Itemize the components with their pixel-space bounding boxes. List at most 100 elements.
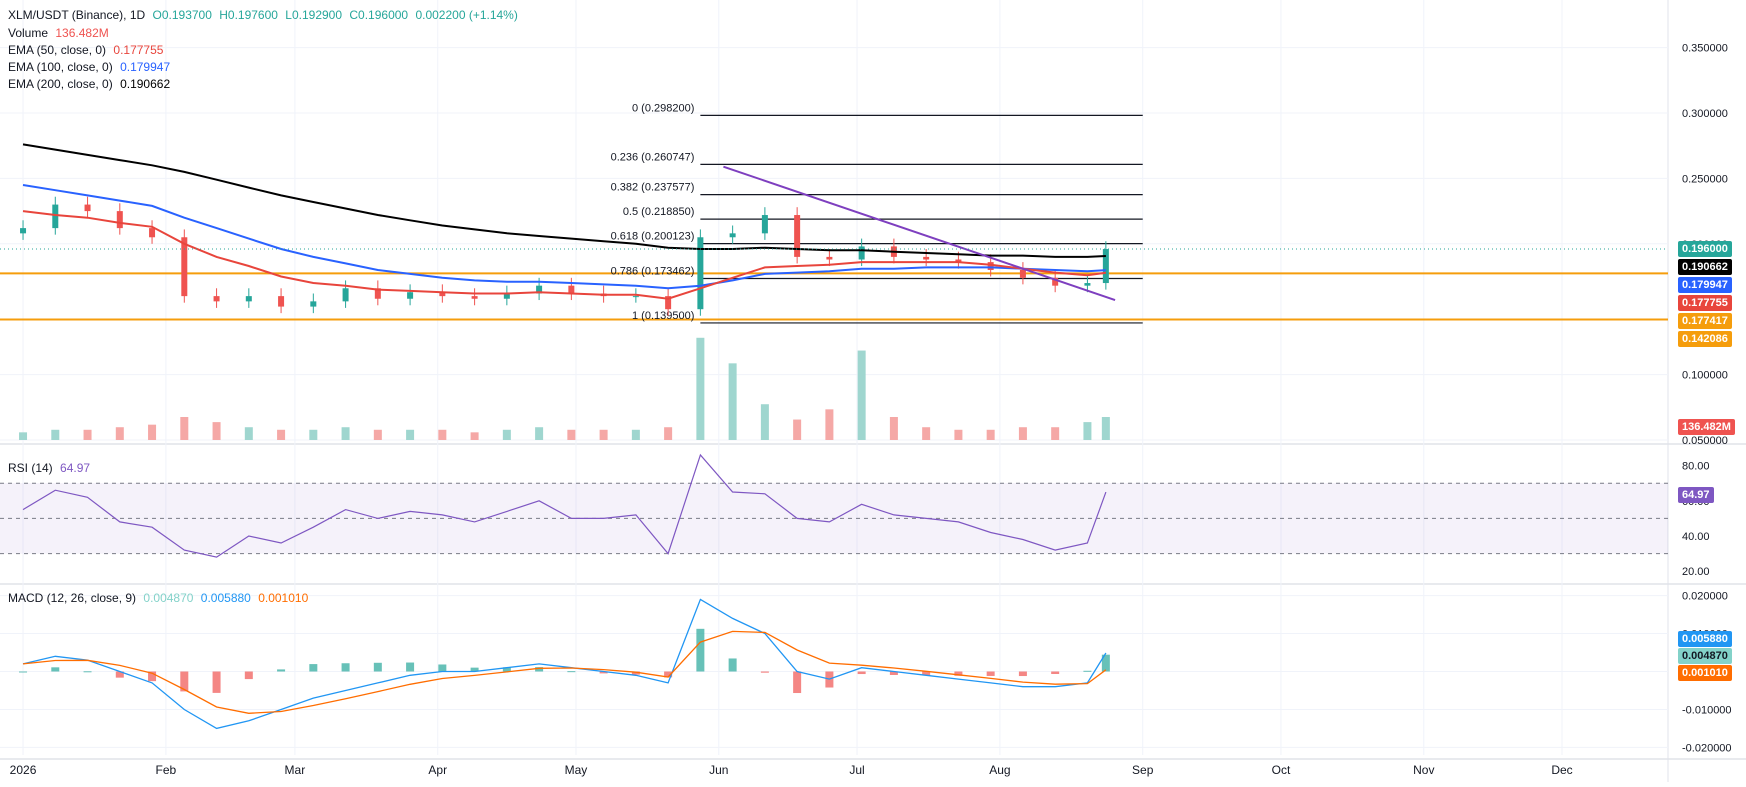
- level-low-tag: 0.142086: [1678, 331, 1732, 347]
- rsi-tick-label: 20.00: [1682, 566, 1710, 578]
- macd-histogram-bar: [212, 671, 221, 693]
- macd-histogram-bar: [535, 667, 544, 672]
- macd-legend[interactable]: MACD (12, 26, close, 9) 0.004870 0.00588…: [8, 590, 312, 606]
- rsi-legend[interactable]: RSI (14) 64.97: [8, 460, 94, 476]
- candle-body: [471, 296, 478, 299]
- ema100-legend[interactable]: EMA (100, close, 0) 0.179947: [8, 59, 174, 75]
- ema100-line: [22, 184, 1106, 290]
- macd-histogram-bar: [760, 671, 769, 673]
- macd-histogram-bar: [567, 671, 576, 673]
- macd-histogram-bar: [1051, 671, 1060, 674]
- open-value: O0.193700: [152, 8, 212, 22]
- macd-tick-label: -0.020000: [1682, 742, 1732, 754]
- price-tick-label: 0.250000: [1682, 173, 1728, 185]
- ema200-line: [22, 143, 1106, 258]
- ema200-tag: 0.190662: [1678, 259, 1732, 275]
- volume-bar: [664, 427, 673, 440]
- volume-bar: [244, 427, 253, 440]
- symbol-title[interactable]: XLM/USDT (Binance), 1D: [8, 8, 146, 22]
- hist-value: 0.001010: [258, 591, 309, 605]
- ema50-label: EMA (50, close, 0): [8, 43, 107, 57]
- symbol-legend: XLM/USDT (Binance), 1D O0.193700 H0.1976…: [8, 7, 522, 23]
- volume-bar: [728, 363, 737, 440]
- fib-level-label: 0.236 (0.260747): [611, 151, 695, 163]
- candle-body: [439, 292, 446, 297]
- volume-bar: [470, 432, 479, 440]
- candle-body: [665, 296, 672, 310]
- macd-value: 0.004870: [143, 591, 194, 605]
- candle-body: [116, 211, 123, 229]
- close-value: C0.196000: [349, 8, 409, 22]
- volume-bar: [1101, 417, 1110, 440]
- macd-histogram-bar: [51, 667, 60, 672]
- macd-tick-label: -0.010000: [1682, 704, 1732, 716]
- candle-body: [826, 256, 833, 260]
- month-label-9: Oct: [1272, 763, 1291, 777]
- ema100-tag: 0.179947: [1678, 277, 1732, 293]
- volume-bar: [857, 350, 866, 440]
- month-label-8: Sep: [1132, 763, 1154, 777]
- candle-body: [1052, 277, 1059, 286]
- ema100-value: 0.179947: [120, 60, 171, 74]
- candle-body: [374, 288, 381, 299]
- candle-body: [149, 228, 156, 238]
- macd-histogram-bar: [889, 671, 898, 675]
- high-value: H0.197600: [219, 8, 278, 22]
- macd-histogram-bar: [1018, 671, 1027, 677]
- macd-histogram-bar: [922, 671, 931, 676]
- volume-bar: [341, 427, 350, 440]
- macd-signal-line: [22, 630, 1107, 714]
- macd-histogram-bar: [373, 662, 382, 672]
- macd-histogram-bar: [728, 658, 737, 672]
- volume-bar: [115, 427, 124, 440]
- candle-body: [955, 259, 962, 263]
- macd-histogram-bar: [83, 671, 92, 673]
- rsi-tick-label: 40.00: [1682, 531, 1710, 543]
- candle-body: [568, 285, 575, 294]
- price-tick-label: 0.350000: [1682, 43, 1728, 55]
- ema50-tag: 0.177755: [1678, 295, 1732, 311]
- price-tick-label: 0.300000: [1682, 108, 1728, 120]
- rsi-value: 64.97: [60, 461, 91, 475]
- fib-level-label: 0.786 (0.173462): [611, 266, 695, 278]
- volume-bar: [760, 404, 769, 440]
- candle-body: [407, 292, 414, 299]
- macd-histogram-bar: [857, 671, 866, 675]
- volume-value: 136.482M: [55, 26, 109, 40]
- candle-body: [20, 228, 27, 234]
- volume-bar: [502, 429, 511, 440]
- candle-body: [632, 296, 639, 298]
- candle-body: [310, 301, 317, 307]
- month-label-1: Feb: [156, 763, 177, 777]
- fib-level-label: 0.5 (0.218850): [623, 206, 695, 218]
- volume-legend[interactable]: Volume 136.482M: [8, 25, 113, 41]
- ema200-legend[interactable]: EMA (200, close, 0) 0.190662: [8, 76, 174, 92]
- candle-body: [1084, 283, 1091, 286]
- candle-body: [278, 296, 285, 307]
- volume-bar: [825, 409, 834, 440]
- rsi-line: [22, 453, 1107, 558]
- macd-signal-tag: 0.005880: [1678, 631, 1732, 647]
- volume-bar: [889, 417, 898, 440]
- last-price-tag: 0.196000: [1678, 241, 1732, 257]
- volume-bar: [1018, 427, 1027, 440]
- macd-histogram-bar: [438, 664, 447, 672]
- volume-bar: [696, 337, 705, 440]
- macd-histogram-bar: [115, 671, 124, 678]
- candle-body: [245, 296, 252, 302]
- volume-bar: [277, 429, 286, 440]
- volume-bar: [212, 422, 221, 440]
- volume-bar: [1083, 422, 1092, 440]
- ema50-legend[interactable]: EMA (50, close, 0) 0.177755: [8, 42, 167, 58]
- candle-body: [536, 285, 543, 294]
- price-tick-label: 0.050000: [1682, 435, 1728, 447]
- ema200-value: 0.190662: [120, 77, 171, 91]
- macd-tick-label: 0.020000: [1682, 591, 1728, 603]
- macd-histogram-bar: [470, 667, 479, 672]
- volume-tag: 136.482M: [1678, 419, 1735, 435]
- macd-histogram-bar: [954, 671, 963, 676]
- volume-label: Volume: [8, 26, 49, 40]
- month-label-10: Nov: [1413, 763, 1434, 777]
